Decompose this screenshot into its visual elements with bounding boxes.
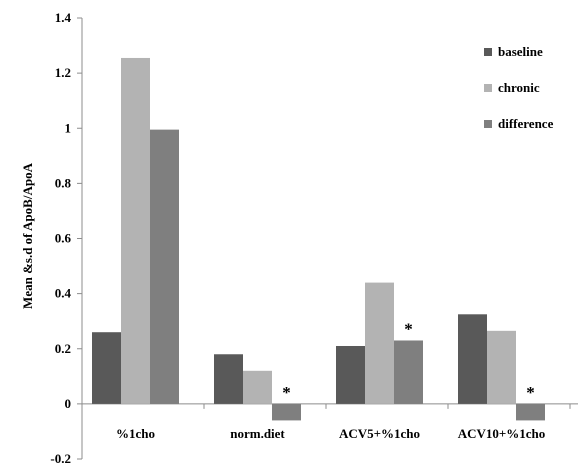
bars (92, 57, 545, 421)
significance-marker: * (404, 319, 413, 338)
legend-label-chronic: chronic (498, 80, 540, 95)
bar-baseline (336, 345, 365, 404)
bar-baseline (458, 314, 487, 404)
y-tick-label: 0.8 (55, 175, 72, 190)
annotations: * * * (282, 319, 535, 401)
y-tick-label: 1 (65, 120, 72, 135)
bar-baseline (92, 332, 121, 404)
x-category-label: ACV10+%1cho (458, 426, 546, 441)
bar-chronic (365, 282, 394, 404)
x-category-label: %1cho (116, 426, 155, 441)
y-tick-label: 1.2 (55, 65, 71, 80)
bar-chronic (487, 330, 516, 404)
legend-label-baseline: baseline (498, 44, 543, 59)
bar-difference (150, 129, 179, 404)
bar-chronic (243, 370, 272, 404)
legend-swatch-chronic (484, 84, 492, 92)
legend: baseline chronic difference (484, 44, 554, 131)
bar-difference (516, 403, 545, 421)
x-category-label: ACV5+%1cho (339, 426, 420, 441)
legend-swatch-baseline (484, 48, 492, 56)
y-tick-label: 0 (65, 396, 72, 411)
y-axis-title: Mean &s.d of ApoB/ApoA (20, 162, 35, 309)
y-tick-label: 0.2 (55, 341, 71, 356)
bar-baseline (214, 354, 243, 404)
legend-label-difference: difference (498, 116, 554, 131)
significance-marker: * (282, 383, 291, 402)
bar-chronic (121, 57, 150, 404)
y-tick-label: 0.4 (55, 286, 72, 301)
x-category-label: norm.diet (230, 426, 285, 441)
bar-difference (272, 403, 301, 421)
y-tick-label: 1.4 (55, 10, 72, 25)
significance-marker: * (526, 383, 535, 402)
y-tick-label: -0.2 (50, 451, 71, 466)
legend-swatch-difference (484, 120, 492, 128)
bar-difference (394, 340, 423, 404)
axes: -0.2 0 0.2 0.4 0.6 0.8 1 1.2 1.4 %1cho norm.diet AC… (50, 10, 578, 466)
y-tick-label: 0.6 (55, 231, 72, 246)
